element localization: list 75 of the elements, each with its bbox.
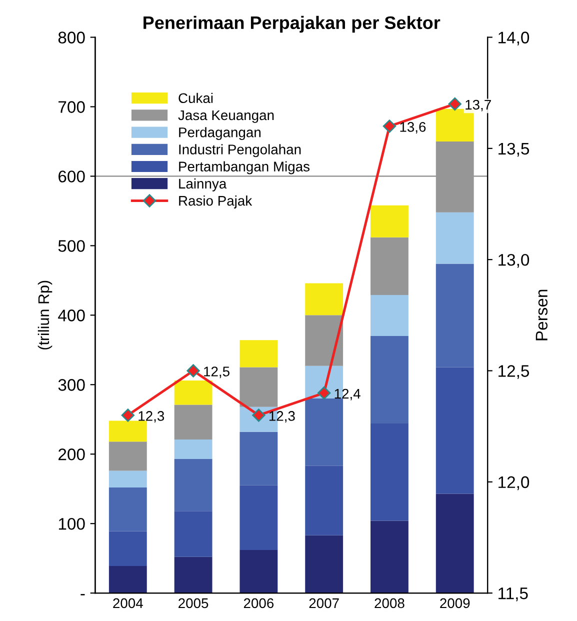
bar (305, 283, 344, 316)
bar (305, 315, 344, 366)
bar (436, 264, 474, 368)
bar (370, 424, 408, 521)
chart-title: Penerimaan Perpajakan per Sektor (144, 16, 440, 33)
bar (436, 367, 474, 494)
bar (174, 556, 212, 594)
bar (240, 550, 278, 594)
y-tick-label: 200 (58, 448, 85, 460)
y-tick-label: 700 (58, 101, 85, 113)
bar (370, 520, 408, 594)
x-tick-label: 2004 (113, 598, 143, 608)
bar (240, 432, 278, 486)
x-tick-label: 2005 (178, 598, 208, 608)
bar (108, 442, 147, 471)
y-tick-label: 500 (58, 240, 85, 252)
legend-label: Rasio Pajak (179, 196, 252, 208)
point (186, 364, 200, 378)
legend-label: Cukai (178, 92, 213, 104)
bar (174, 404, 212, 440)
data-label: 12,4 (334, 388, 360, 400)
x-tick-label: 2008 (374, 598, 404, 608)
bar (370, 336, 408, 424)
data-label: 12,3 (269, 411, 295, 423)
y2-tick-label: 14,0 (498, 32, 530, 46)
x-tick-label: 2007 (309, 598, 339, 608)
legend-label: Perdagangan (179, 127, 260, 140)
bar (174, 511, 212, 557)
y-tick-label: - (80, 594, 85, 596)
bar (174, 458, 212, 512)
bar (305, 398, 344, 466)
bar (108, 470, 147, 488)
bar (370, 205, 408, 238)
x-tick-label: 2009 (440, 598, 470, 608)
point (121, 408, 134, 422)
y-tick-label: 300 (58, 379, 85, 391)
point (382, 120, 396, 133)
legend-label: Jasa Keuangan (178, 110, 274, 123)
bar (370, 237, 408, 296)
bar (240, 340, 278, 368)
data-label: 13,6 (400, 122, 426, 134)
y-tick-label: 600 (58, 170, 85, 182)
bar (240, 485, 278, 550)
bar (174, 380, 212, 405)
bar (370, 295, 408, 336)
bar (305, 466, 344, 536)
x-tick-label: 2006 (244, 598, 274, 608)
y-tick-label: 800 (58, 32, 85, 44)
bar (436, 141, 474, 212)
y2-tick-label: 13,0 (498, 254, 530, 268)
y2-tick-label: 11,5 (498, 588, 528, 602)
bar (436, 494, 474, 594)
y-axis-title: (triliun Rp) (38, 280, 52, 350)
point (448, 97, 462, 111)
data-label: 13,7 (466, 100, 491, 112)
y2-axis-title: Persen (536, 290, 548, 340)
data-label: 12,3 (138, 411, 164, 423)
data-label: 12,5 (204, 366, 230, 378)
point (317, 386, 331, 400)
legend-label: Lainnya (179, 178, 227, 192)
bar (174, 440, 212, 459)
bar (108, 531, 147, 566)
bar (108, 420, 147, 442)
bar (108, 566, 147, 594)
y2-tick-label: 12,5 (498, 365, 530, 379)
legend-label: Industri Pengolahan (179, 144, 301, 158)
y2-tick-label: 12,0 (498, 476, 530, 490)
bar (436, 212, 474, 264)
y-tick-label: 400 (58, 310, 85, 322)
bar (108, 487, 147, 532)
y-tick-label: 100 (58, 518, 85, 530)
bar (305, 535, 344, 594)
y2-tick-label: 13,5 (498, 142, 530, 157)
bar (240, 367, 278, 407)
legend-label: Pertambangan Migas (179, 161, 310, 174)
